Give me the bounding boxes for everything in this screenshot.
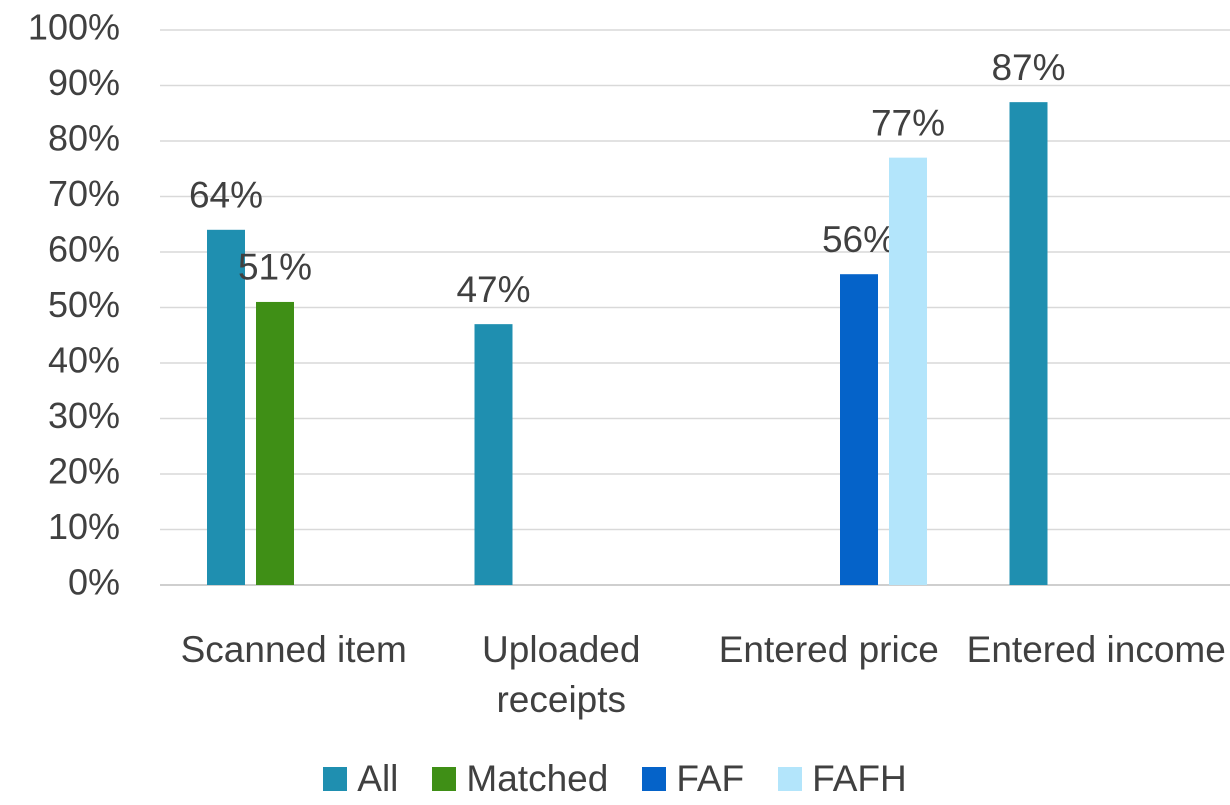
- x-tick-label: Uploaded receipts: [482, 629, 641, 720]
- data-label: 77%: [871, 102, 945, 143]
- legend-swatch: [432, 767, 457, 791]
- data-label: 87%: [991, 47, 1065, 88]
- y-tick-label: 100%: [28, 7, 120, 48]
- legend-item: Matched: [432, 758, 608, 800]
- data-label: 64%: [189, 175, 263, 216]
- legend: All Matched FAF FAFH: [0, 758, 1230, 800]
- data-label: 56%: [822, 219, 896, 260]
- legend-swatch: [778, 767, 803, 791]
- bar: [1009, 102, 1048, 586]
- legend-label: FAFH: [812, 758, 907, 799]
- data-label: 47%: [456, 269, 530, 310]
- x-tick-label: Entered income: [966, 629, 1226, 670]
- x-tick-label: Scanned item: [180, 629, 407, 670]
- x-tick-label: Entered price: [718, 629, 939, 670]
- y-tick-label: 50%: [48, 284, 120, 325]
- legend-swatch: [323, 767, 348, 791]
- legend-label: All: [357, 758, 399, 799]
- y-tick-label: 60%: [48, 229, 120, 270]
- y-tick-label: 90%: [48, 62, 120, 103]
- y-tick-label: 10%: [48, 506, 120, 547]
- y-tick-label: 80%: [48, 118, 120, 159]
- legend-label: Matched: [466, 758, 609, 799]
- data-label: 51%: [238, 247, 312, 288]
- bar: [207, 229, 245, 586]
- y-tick-label: 40%: [48, 340, 120, 381]
- y-tick-label: 0%: [68, 562, 120, 603]
- bar: [889, 157, 927, 585]
- legend-swatch: [642, 767, 667, 791]
- y-tick-label: 70%: [48, 173, 120, 214]
- y-tick-label: 30%: [48, 395, 120, 436]
- legend-item: All: [323, 758, 398, 800]
- y-tick-label: 20%: [48, 451, 120, 492]
- legend-item: FAFH: [778, 758, 907, 800]
- legend-label: FAF: [676, 758, 745, 799]
- bar: [256, 301, 294, 585]
- bar: [840, 274, 878, 585]
- bar: [474, 324, 513, 585]
- legend-item: FAF: [642, 758, 744, 800]
